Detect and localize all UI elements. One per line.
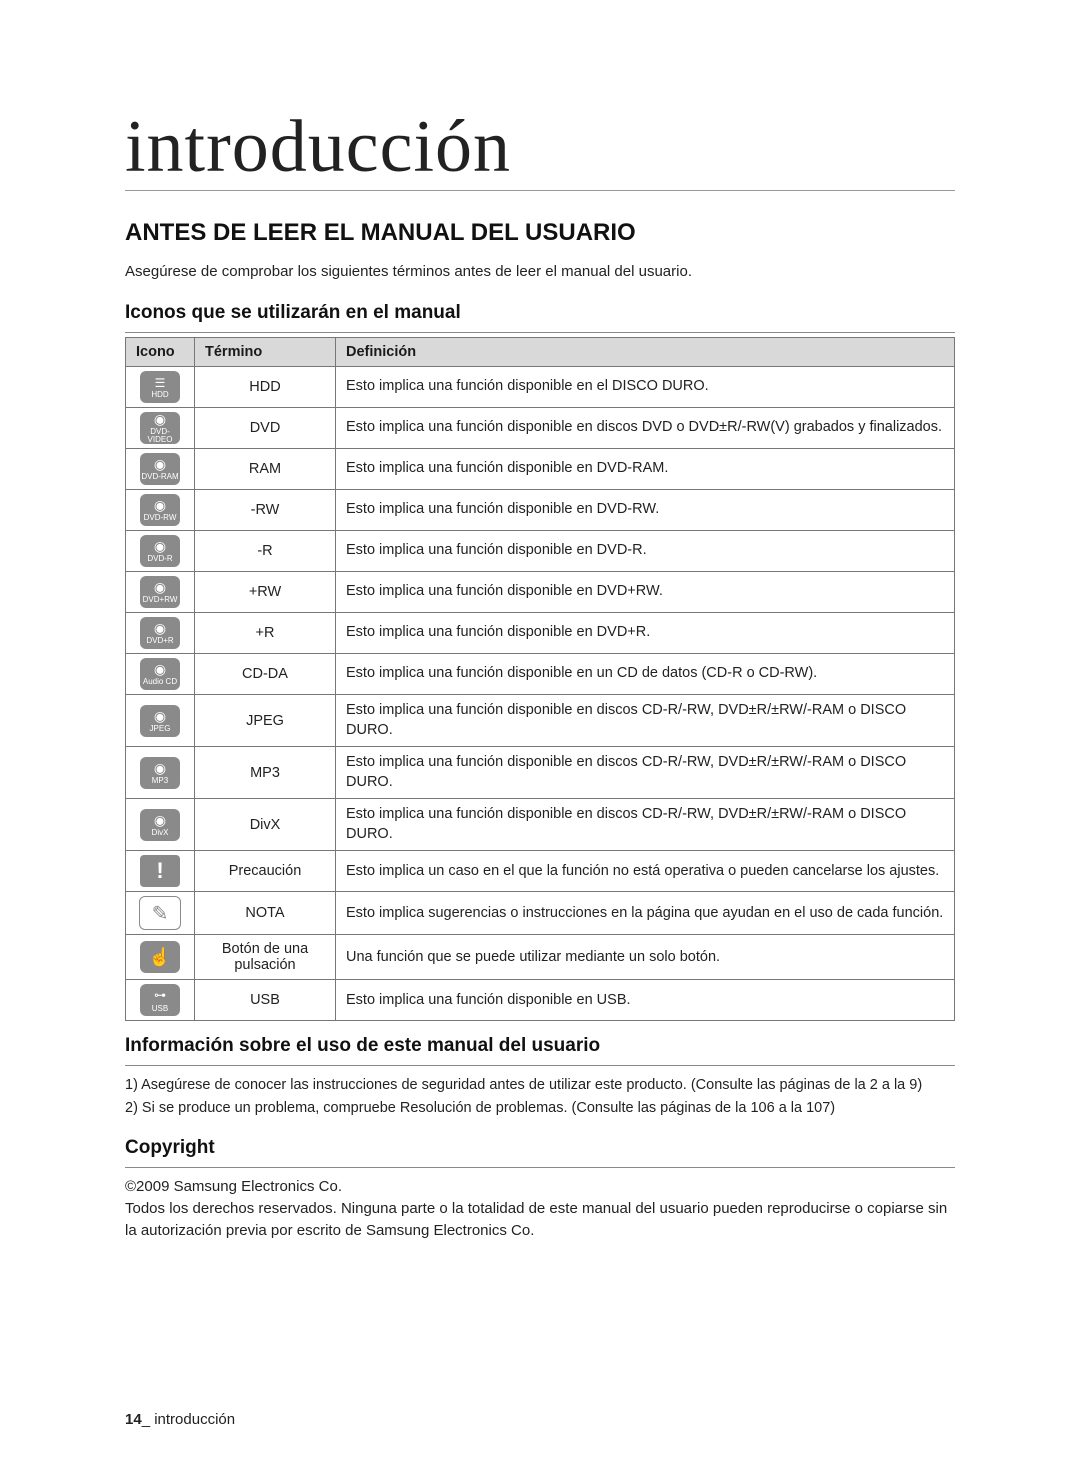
cell-definition: Esto implica una función disponible en d… xyxy=(336,799,955,851)
page-footer: 14_ introducción xyxy=(125,1411,235,1428)
disc-icon: HDD xyxy=(140,371,180,403)
page-number: 14 xyxy=(125,1411,142,1428)
cell-term: USB xyxy=(195,980,336,1021)
cell-definition: Esto implica un caso en el que la funció… xyxy=(336,851,955,892)
disc-icon: DVD+RW xyxy=(140,576,180,608)
cell-definition: Esto implica sugerencias o instrucciones… xyxy=(336,892,955,935)
cell-definition: Esto implica una función disponible en D… xyxy=(336,490,955,531)
cell-term: HDD xyxy=(195,367,336,408)
disc-icon: DivX xyxy=(140,809,180,841)
cell-definition: Esto implica una función disponible en u… xyxy=(336,654,955,695)
disc-icon: DVD-RAM xyxy=(140,453,180,485)
table-row: ⊶USB USBEsto implica una función disponib… xyxy=(126,980,955,1021)
cell-definition: Esto implica una función disponible en D… xyxy=(336,531,955,572)
cell-icon: ☝ xyxy=(126,935,195,980)
cell-definition: Esto implica una función disponible en d… xyxy=(336,747,955,799)
footer-sep: _ xyxy=(142,1411,155,1428)
intro-paragraph: Asegúrese de comprobar los siguientes té… xyxy=(125,263,955,280)
table-row: DVD-RW -RWEsto implica una función dispon… xyxy=(126,490,955,531)
table-row: DVD-RAM RAMEsto implica una función dispo… xyxy=(126,449,955,490)
th-termino: Término xyxy=(195,338,336,367)
cell-term: CD-DA xyxy=(195,654,336,695)
caution-icon: ! xyxy=(140,855,180,887)
cell-icon: DVD-RAM xyxy=(126,449,195,490)
cell-icon: JPEG xyxy=(126,695,195,747)
table-row: ☝ Botón de una pulsaciónUna función que s… xyxy=(126,935,955,980)
cell-term: +RW xyxy=(195,572,336,613)
table-row: Audio CD CD-DAEsto implica una función di… xyxy=(126,654,955,695)
table-row: MP3MP3Esto implica una función disponibl… xyxy=(126,747,955,799)
table-row: DVD+R +REsto implica una función disponib… xyxy=(126,613,955,654)
section-heading: ANTES DE LEER EL MANUAL DEL USUARIO xyxy=(125,219,955,247)
cell-definition: Esto implica una función disponible en e… xyxy=(336,367,955,408)
cell-term: MP3 xyxy=(195,747,336,799)
cell-icon: ! xyxy=(126,851,195,892)
th-icono: Icono xyxy=(126,338,195,367)
table-row: DVD+RW +RWEsto implica una función dispon… xyxy=(126,572,955,613)
copyright-text: ©2009 Samsung Electronics Co.Todos los d… xyxy=(125,1176,955,1241)
cell-icon: Audio CD xyxy=(126,654,195,695)
disc-icon: Audio CD xyxy=(140,658,180,690)
table-row: DVD-R -REsto implica una función disponib… xyxy=(126,531,955,572)
cell-icon: MP3 xyxy=(126,747,195,799)
info-subheading: Información sobre el uso de este manual … xyxy=(125,1035,955,1066)
table-row: DVD-VIDEO DVDEsto implica una función dis… xyxy=(126,408,955,449)
cell-definition: Una función que se puede utilizar median… xyxy=(336,935,955,980)
table-row: JPEGJPEGEsto implica una función disponi… xyxy=(126,695,955,747)
numbered-list: 1) Asegúrese de conocer las instruccione… xyxy=(125,1074,955,1119)
page-title: introducción xyxy=(125,110,955,191)
table-row: DivXDivXEsto implica una función disponi… xyxy=(126,799,955,851)
copyright-heading: Copyright xyxy=(125,1137,955,1168)
table-header-row: Icono Término Definición xyxy=(126,338,955,367)
note-icon: ✎ xyxy=(139,896,181,930)
disc-icon: JPEG xyxy=(140,705,180,737)
list-item: 2) Si se produce un problema, compruebe … xyxy=(125,1097,955,1119)
cell-term: JPEG xyxy=(195,695,336,747)
cell-icon: HDD xyxy=(126,367,195,408)
one-touch-icon: ☝ xyxy=(140,941,180,973)
cell-term: -R xyxy=(195,531,336,572)
cell-icon: DVD+R xyxy=(126,613,195,654)
cell-term: RAM xyxy=(195,449,336,490)
cell-term: +R xyxy=(195,613,336,654)
cell-definition: Esto implica una función disponible en D… xyxy=(336,572,955,613)
cell-term: DivX xyxy=(195,799,336,851)
table-row: ✎ NOTAEsto implica sugerencias o instrucc… xyxy=(126,892,955,935)
footer-label: introducción xyxy=(154,1411,235,1428)
disc-icon: DVD-R xyxy=(140,535,180,567)
table-row: HDDHDDEsto implica una función disponibl… xyxy=(126,367,955,408)
list-item: 1) Asegúrese de conocer las instruccione… xyxy=(125,1074,955,1096)
cell-icon: DVD-R xyxy=(126,531,195,572)
cell-definition: Esto implica una función disponible en D… xyxy=(336,613,955,654)
icons-subheading: Iconos que se utilizarán en el manual xyxy=(125,302,955,333)
cell-icon: DVD-RW xyxy=(126,490,195,531)
cell-term: -RW xyxy=(195,490,336,531)
disc-icon: DVD-VIDEO xyxy=(140,412,180,444)
cell-icon: DVD+RW xyxy=(126,572,195,613)
disc-icon: DVD-RW xyxy=(140,494,180,526)
cell-definition: Esto implica una función disponible en U… xyxy=(336,980,955,1021)
cell-term: DVD xyxy=(195,408,336,449)
disc-icon: DVD+R xyxy=(140,617,180,649)
icons-table: Icono Término Definición HDDHDDEsto impl… xyxy=(125,337,955,1021)
cell-icon: ✎ xyxy=(126,892,195,935)
cell-icon: ⊶USB xyxy=(126,980,195,1021)
cell-icon: DVD-VIDEO xyxy=(126,408,195,449)
cell-term: NOTA xyxy=(195,892,336,935)
cell-term: Precaución xyxy=(195,851,336,892)
cell-term: Botón de una pulsación xyxy=(195,935,336,980)
cell-definition: Esto implica una función disponible en D… xyxy=(336,449,955,490)
usb-icon: ⊶USB xyxy=(140,984,180,1016)
disc-icon: MP3 xyxy=(140,757,180,789)
cell-definition: Esto implica una función disponible en d… xyxy=(336,695,955,747)
cell-definition: Esto implica una función disponible en d… xyxy=(336,408,955,449)
th-definicion: Definición xyxy=(336,338,955,367)
table-row: ! PrecauciónEsto implica un caso en el qu… xyxy=(126,851,955,892)
cell-icon: DivX xyxy=(126,799,195,851)
